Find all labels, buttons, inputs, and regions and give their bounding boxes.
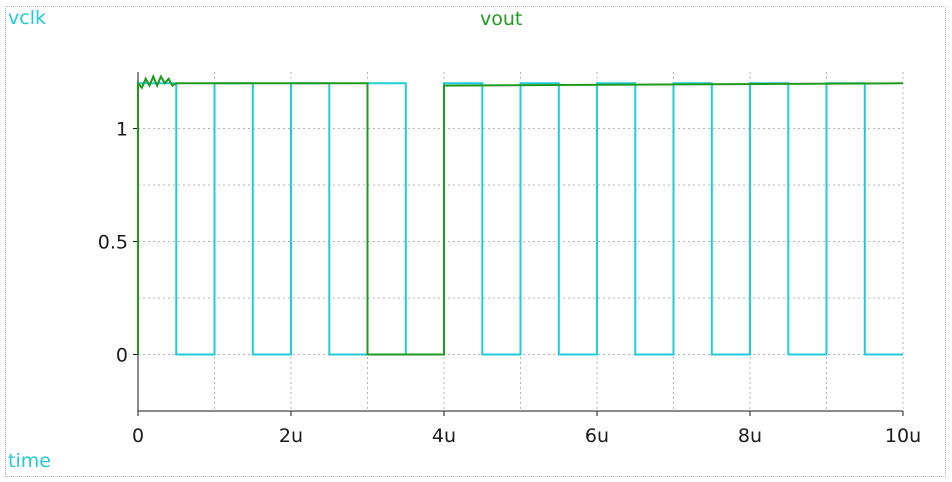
series-layer <box>137 73 904 356</box>
y-tick-label: 1 <box>116 119 128 141</box>
x-tick-label: 6u <box>585 425 609 447</box>
y-tick-label: 0.5 <box>98 232 128 254</box>
x-tick-label: 4u <box>432 425 456 447</box>
series-label-vout: vout <box>480 8 523 30</box>
series-line-vout <box>137 73 904 356</box>
x-tick-label: 0 <box>132 425 144 447</box>
x-axis-label: time <box>8 450 51 472</box>
series-label-vclk: vclk <box>8 7 46 29</box>
tick-labels: 0 2u 4u 6u 8u 10u 0 0.5 1 <box>98 119 921 448</box>
series-line-vclk <box>137 82 903 356</box>
plot-frame <box>5 6 946 477</box>
x-tick-label: 10u <box>885 425 921 447</box>
x-tick-label: 8u <box>738 425 762 447</box>
y-tick-label: 0 <box>116 345 128 367</box>
x-tick-label: 2u <box>279 425 303 447</box>
